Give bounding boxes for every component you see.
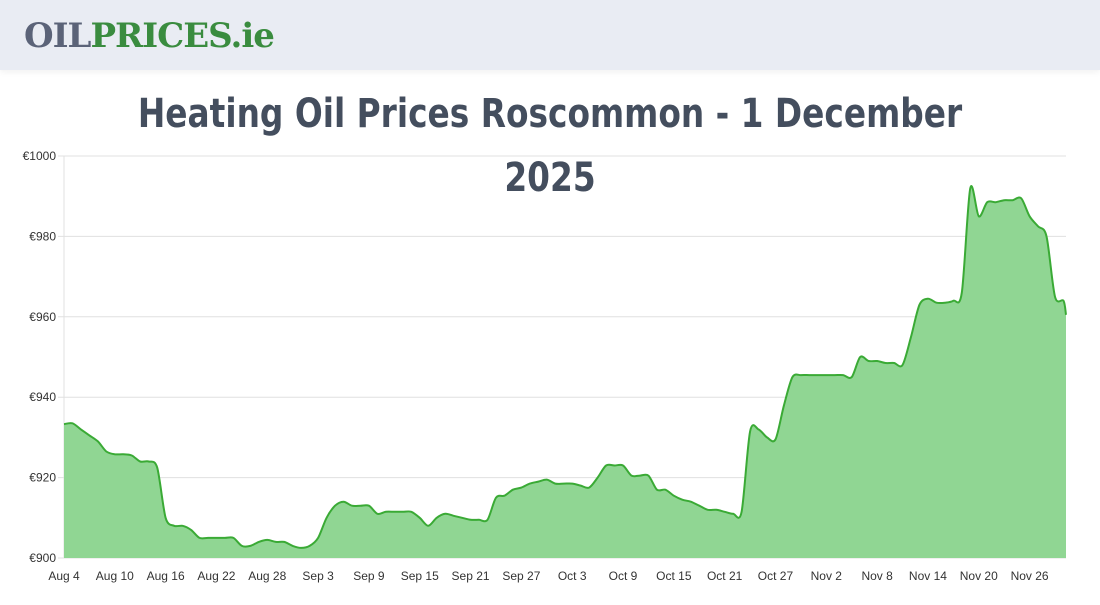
price-area-fill — [64, 186, 1066, 558]
x-tick-label: Sep 3 — [302, 569, 334, 583]
y-tick-label: €940 — [29, 390, 56, 404]
x-tick-label: Aug 16 — [147, 569, 185, 583]
x-tick-label: Nov 20 — [960, 569, 998, 583]
x-axis: Aug 4 Aug 10 Aug 16 Aug 22 Aug 28 Sep 3 Sep 9 S… — [48, 569, 1049, 583]
x-tick-label: Aug 4 — [48, 569, 80, 583]
area-chart-svg: €900€920€940€960€980€1000 Aug 4 Aug 10 Aug… — [23, 149, 1067, 583]
y-axis: €900 €920 €940 €960 €980 €1000 — [23, 149, 57, 565]
x-tick-label: Aug 10 — [96, 569, 134, 583]
y-tick-label: €980 — [29, 229, 56, 243]
y-tick-label: €1000 — [23, 149, 57, 163]
logo-prices-text: PRICES.ie — [90, 16, 274, 56]
x-tick-label: Nov 8 — [861, 569, 893, 583]
x-tick-label: Nov 14 — [909, 569, 947, 583]
logo-oil-text: OIL — [24, 16, 91, 56]
x-tick-label: Oct 27 — [758, 569, 794, 583]
x-tick-label: Aug 22 — [197, 569, 235, 583]
x-tick-label: Sep 27 — [502, 569, 540, 583]
site-header: OILPRICES.ie — [0, 0, 1100, 70]
y-tick-label: €960 — [29, 310, 56, 324]
x-tick-label: Nov 2 — [811, 569, 843, 583]
page-title: Heating Oil Prices Roscommon - 1 Decembe… — [137, 91, 963, 201]
x-tick-label: Oct 15 — [656, 569, 692, 583]
x-tick-label: Sep 15 — [401, 569, 439, 583]
x-tick-label: Sep 9 — [353, 569, 385, 583]
y-tick-label: €900 — [29, 551, 56, 565]
site-logo[interactable]: OILPRICES.ie — [24, 16, 275, 56]
x-tick-label: Nov 26 — [1011, 569, 1049, 583]
x-tick-label: Oct 3 — [558, 569, 587, 583]
x-tick-label: Oct 21 — [707, 569, 743, 583]
x-tick-label: Aug 28 — [248, 569, 286, 583]
y-tick-label: €920 — [29, 471, 56, 485]
price-chart: €900 €920 €940 €960 €980 €1000 Aug 4 Aug 10 Aug… — [0, 140, 1100, 600]
price-line — [63, 185, 1067, 549]
x-tick-label: Sep 21 — [452, 569, 490, 583]
x-tick-label: Oct 9 — [609, 569, 638, 583]
